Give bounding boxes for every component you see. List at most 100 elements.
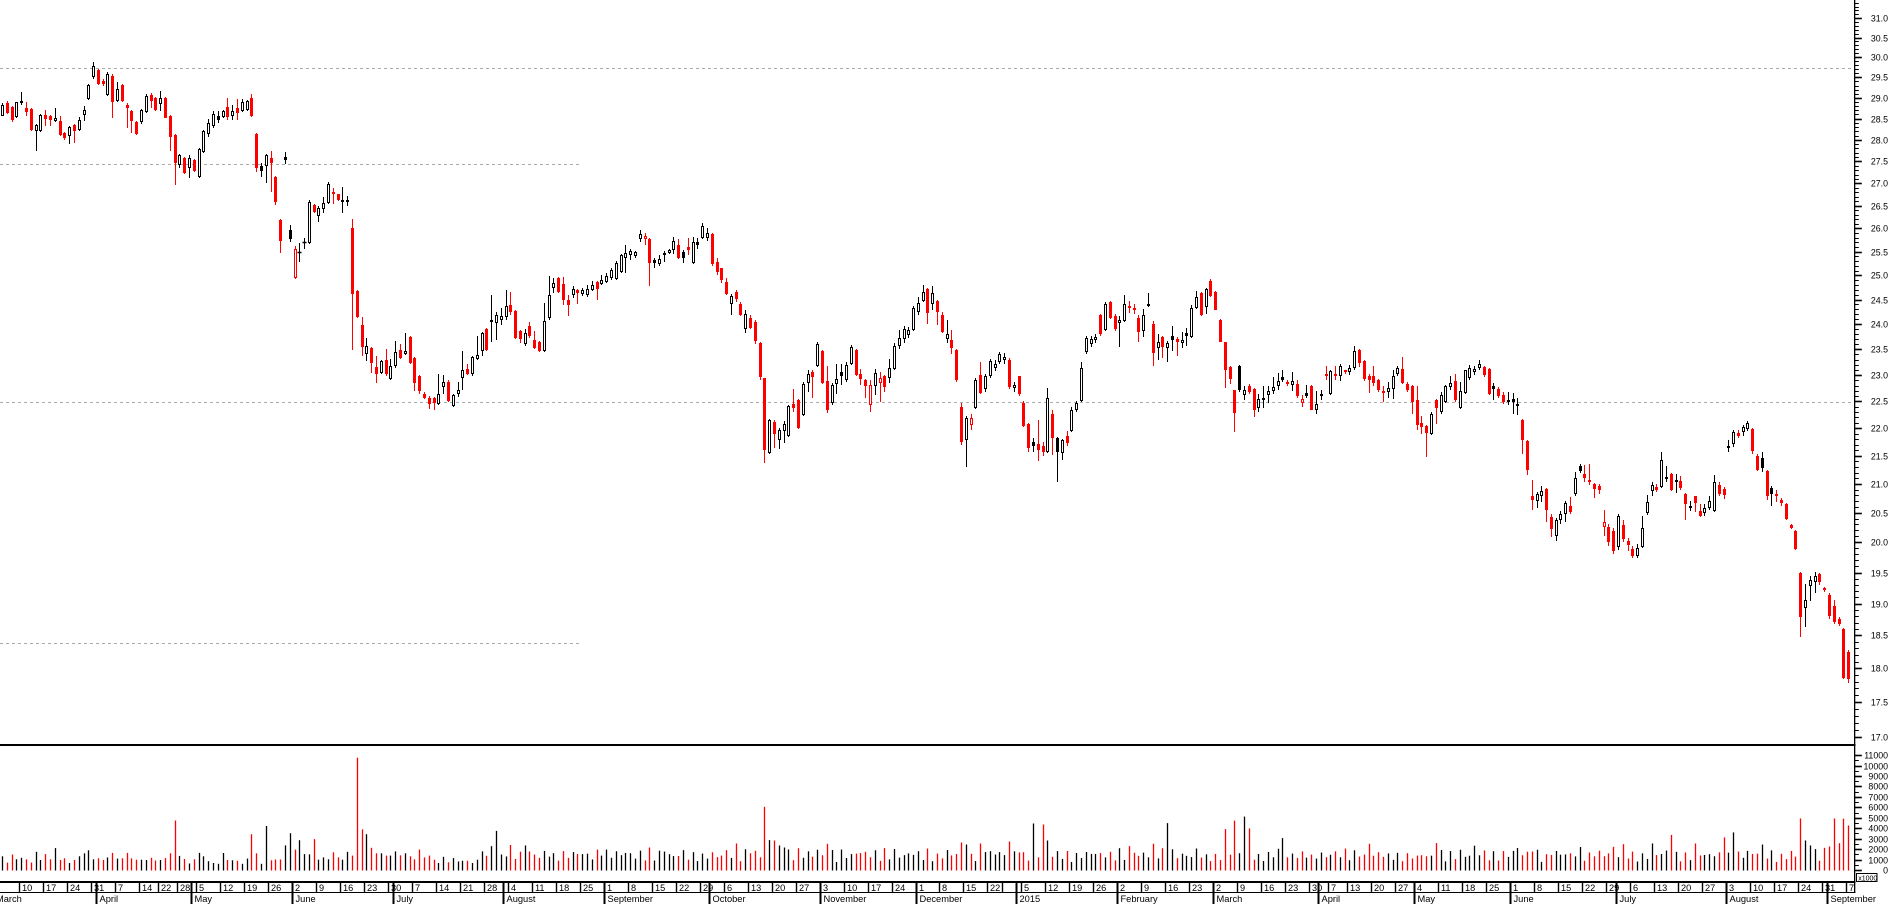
svg-text:13: 13 — [751, 883, 761, 893]
svg-text:7: 7 — [1849, 883, 1854, 893]
svg-text:28: 28 — [487, 883, 497, 893]
svg-text:24: 24 — [895, 883, 905, 893]
svg-text:March: March — [0, 894, 22, 904]
svg-text:24.0: 24.0 — [1871, 320, 1888, 330]
svg-text:4000: 4000 — [1868, 824, 1888, 834]
svg-text:8: 8 — [942, 883, 947, 893]
svg-text:19.0: 19.0 — [1871, 600, 1888, 610]
svg-text:9: 9 — [1144, 883, 1149, 893]
svg-text:7: 7 — [1331, 883, 1336, 893]
svg-text:June: June — [1514, 894, 1534, 904]
svg-text:24: 24 — [70, 883, 80, 893]
svg-text:3000: 3000 — [1868, 835, 1888, 845]
svg-text:March: March — [1217, 894, 1243, 904]
svg-text:21.5: 21.5 — [1871, 452, 1888, 462]
svg-text:16: 16 — [1168, 883, 1178, 893]
svg-text:18.0: 18.0 — [1871, 664, 1888, 674]
svg-text:22.5: 22.5 — [1871, 397, 1888, 407]
svg-text:April: April — [1322, 894, 1341, 904]
svg-text:6: 6 — [727, 883, 732, 893]
svg-text:June: June — [296, 894, 316, 904]
svg-text:23.5: 23.5 — [1871, 345, 1888, 355]
svg-text:15: 15 — [966, 883, 976, 893]
svg-text:17.5: 17.5 — [1871, 698, 1888, 708]
svg-text:27: 27 — [1705, 883, 1715, 893]
svg-text:28.5: 28.5 — [1871, 115, 1888, 125]
svg-text:1: 1 — [919, 883, 924, 893]
svg-text:13: 13 — [1350, 883, 1360, 893]
svg-text:31: 31 — [1825, 883, 1835, 893]
svg-text:11000: 11000 — [1864, 751, 1888, 761]
svg-text:0: 0 — [1883, 866, 1888, 876]
svg-text:October: October — [713, 894, 746, 904]
svg-text:19: 19 — [1072, 883, 1082, 893]
svg-text:July: July — [397, 894, 414, 904]
svg-text:7: 7 — [118, 883, 123, 893]
svg-text:10: 10 — [1753, 883, 1763, 893]
svg-text:27: 27 — [1398, 883, 1408, 893]
svg-text:23: 23 — [1192, 883, 1202, 893]
svg-text:27: 27 — [799, 883, 809, 893]
svg-text:24: 24 — [1801, 883, 1811, 893]
svg-text:6000: 6000 — [1868, 803, 1888, 813]
svg-text:July: July — [1620, 894, 1637, 904]
svg-text:31.0: 31.0 — [1871, 14, 1888, 24]
svg-text:12: 12 — [1048, 883, 1058, 893]
svg-text:10: 10 — [847, 883, 857, 893]
svg-text:19: 19 — [247, 883, 257, 893]
svg-text:20: 20 — [1374, 883, 1384, 893]
svg-text:5: 5 — [1024, 883, 1029, 893]
svg-text:13: 13 — [1657, 883, 1667, 893]
svg-text:26.0: 26.0 — [1871, 224, 1888, 234]
svg-text:September: September — [1831, 894, 1876, 904]
svg-text:16: 16 — [343, 883, 353, 893]
svg-text:29: 29 — [1609, 883, 1619, 893]
svg-text:August: August — [1730, 894, 1759, 904]
svg-text:21: 21 — [463, 883, 473, 893]
svg-text:15: 15 — [655, 883, 665, 893]
svg-text:20.0: 20.0 — [1871, 538, 1888, 548]
svg-text:25.0: 25.0 — [1871, 271, 1888, 281]
svg-text:24.5: 24.5 — [1871, 296, 1888, 306]
svg-text:April: April — [100, 894, 119, 904]
svg-text:2: 2 — [1216, 883, 1221, 893]
svg-text:22: 22 — [161, 883, 171, 893]
svg-text:8: 8 — [631, 883, 636, 893]
svg-text:12: 12 — [223, 883, 233, 893]
svg-text:1: 1 — [607, 883, 612, 893]
svg-text:18: 18 — [1465, 883, 1475, 893]
svg-text:30.0: 30.0 — [1871, 53, 1888, 63]
svg-text:18: 18 — [559, 883, 569, 893]
svg-text:7: 7 — [415, 883, 420, 893]
svg-text:19.5: 19.5 — [1871, 569, 1888, 579]
svg-text:December: December — [920, 894, 963, 904]
svg-text:9000: 9000 — [1868, 772, 1888, 782]
svg-text:17.0: 17.0 — [1871, 733, 1888, 743]
svg-text:2015: 2015 — [1020, 894, 1041, 904]
svg-text:22: 22 — [990, 883, 1000, 893]
svg-text:31: 31 — [94, 883, 104, 893]
svg-text:2: 2 — [1120, 883, 1125, 893]
svg-text:2: 2 — [295, 883, 300, 893]
svg-text:2000: 2000 — [1868, 845, 1888, 855]
svg-text:9: 9 — [1240, 883, 1245, 893]
svg-text:August: August — [507, 894, 536, 904]
svg-text:May: May — [195, 894, 213, 904]
svg-text:17: 17 — [46, 883, 56, 893]
svg-text:22: 22 — [1585, 883, 1595, 893]
svg-text:29: 29 — [703, 883, 713, 893]
svg-text:1000: 1000 — [1868, 856, 1888, 866]
svg-text:5000: 5000 — [1868, 814, 1888, 824]
svg-text:17: 17 — [871, 883, 881, 893]
svg-text:6: 6 — [1633, 883, 1638, 893]
svg-text:11: 11 — [535, 883, 545, 893]
svg-text:21.0: 21.0 — [1871, 480, 1888, 490]
svg-text:26: 26 — [271, 883, 281, 893]
svg-text:7000: 7000 — [1868, 793, 1888, 803]
svg-text:4: 4 — [511, 883, 516, 893]
svg-text:30: 30 — [391, 883, 401, 893]
svg-text:28.0: 28.0 — [1871, 136, 1888, 146]
svg-text:25.5: 25.5 — [1871, 248, 1888, 258]
svg-text:February: February — [1121, 894, 1159, 904]
svg-text:14: 14 — [439, 883, 449, 893]
